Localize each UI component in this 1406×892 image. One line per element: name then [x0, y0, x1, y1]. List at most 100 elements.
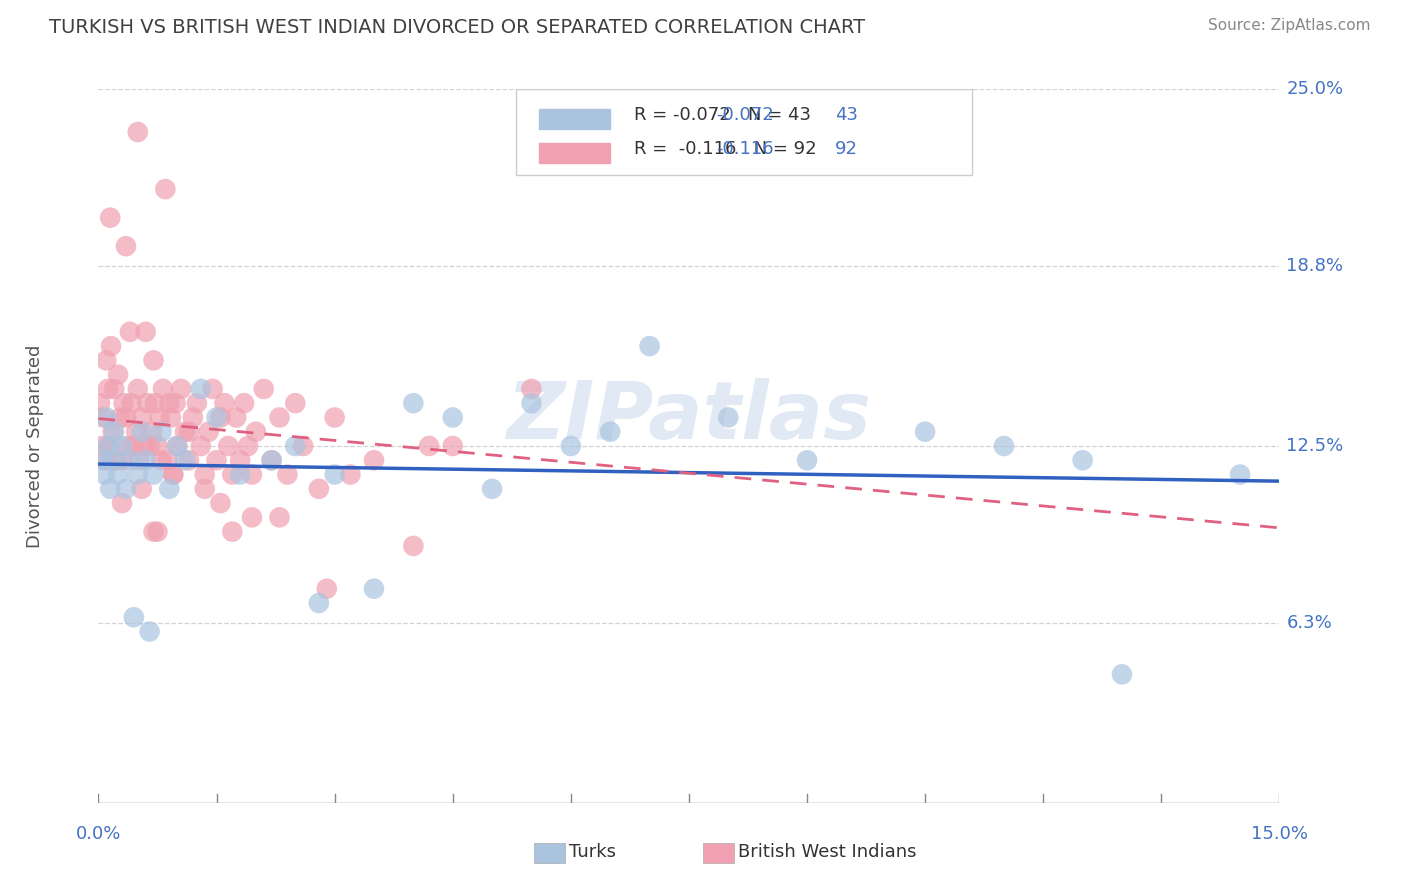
Point	[260, 453, 283, 467]
Point	[269, 410, 291, 425]
Point	[90, 439, 112, 453]
Point	[131, 482, 153, 496]
Point	[214, 396, 236, 410]
Point	[98, 439, 121, 453]
Point	[174, 425, 197, 439]
Point	[104, 453, 127, 467]
Point	[225, 410, 247, 425]
Point	[157, 396, 180, 410]
Point	[209, 496, 232, 510]
Point	[194, 467, 217, 482]
Point	[111, 453, 134, 467]
Point	[91, 410, 114, 425]
Text: TURKISH VS BRITISH WEST INDIAN DIVORCED OR SEPARATED CORRELATION CHART: TURKISH VS BRITISH WEST INDIAN DIVORCED …	[49, 18, 865, 37]
Point	[993, 439, 1015, 453]
Text: Divorced or Separated: Divorced or Separated	[27, 344, 44, 548]
Point	[150, 425, 173, 439]
Point	[796, 453, 818, 467]
Point	[276, 467, 298, 482]
Point	[115, 482, 138, 496]
Bar	[516, 89, 973, 175]
Point	[177, 425, 200, 439]
Point	[205, 453, 228, 467]
Point	[141, 425, 163, 439]
Point	[117, 439, 139, 453]
Point	[221, 467, 243, 482]
Point	[560, 439, 582, 453]
Point	[156, 453, 179, 467]
Point	[97, 439, 120, 453]
Point	[115, 239, 138, 253]
Point	[323, 467, 346, 482]
Point	[308, 482, 330, 496]
Point	[190, 382, 212, 396]
Point	[236, 439, 259, 453]
Point	[98, 211, 121, 225]
Point	[146, 439, 169, 453]
Point	[111, 439, 134, 453]
Point	[103, 425, 125, 439]
Point	[152, 382, 174, 396]
Point	[155, 182, 177, 196]
Point	[315, 582, 337, 596]
Text: R = -0.072   N = 43: R = -0.072 N = 43	[634, 106, 811, 124]
Point	[441, 439, 464, 453]
Point	[209, 410, 232, 425]
Text: Source: ZipAtlas.com: Source: ZipAtlas.com	[1208, 18, 1371, 33]
Point	[150, 453, 173, 467]
Point	[418, 439, 440, 453]
Text: British West Indians: British West Indians	[738, 843, 917, 861]
Point	[402, 539, 425, 553]
Point	[240, 467, 263, 482]
Point	[107, 467, 129, 482]
Point	[127, 382, 149, 396]
Text: 25.0%: 25.0%	[1286, 80, 1344, 98]
Point	[339, 467, 361, 482]
Point	[127, 125, 149, 139]
Point	[93, 467, 115, 482]
Point	[96, 353, 118, 368]
Point	[363, 453, 385, 467]
Point	[197, 425, 219, 439]
Point	[240, 510, 263, 524]
Point	[107, 368, 129, 382]
Point	[162, 467, 184, 482]
Text: 43: 43	[835, 106, 858, 124]
Point	[122, 439, 145, 453]
Point	[98, 482, 121, 496]
Point	[205, 410, 228, 425]
Point	[142, 524, 165, 539]
Point	[149, 410, 172, 425]
Point	[260, 453, 283, 467]
Point	[520, 382, 543, 396]
Point	[118, 325, 141, 339]
Point	[160, 410, 183, 425]
Point	[441, 410, 464, 425]
Point	[138, 439, 160, 453]
Text: -0.116: -0.116	[717, 140, 775, 158]
Point	[91, 453, 114, 467]
Text: ZIPatlas: ZIPatlas	[506, 378, 872, 457]
Point	[1229, 467, 1251, 482]
Point	[143, 396, 166, 410]
Point	[162, 467, 184, 482]
Point	[89, 396, 111, 410]
Bar	[540, 144, 610, 163]
Point	[142, 467, 165, 482]
Point	[138, 624, 160, 639]
Point	[253, 382, 276, 396]
Point	[481, 482, 503, 496]
Text: R =  -0.116   N = 92: R = -0.116 N = 92	[634, 140, 817, 158]
Point	[174, 453, 197, 467]
Point	[135, 325, 157, 339]
Point	[308, 596, 330, 610]
Point	[245, 425, 267, 439]
Text: 12.5%: 12.5%	[1286, 437, 1344, 455]
Point	[201, 382, 224, 396]
Point	[115, 410, 138, 425]
Point	[101, 425, 124, 439]
Point	[292, 439, 315, 453]
Point	[599, 425, 621, 439]
Point	[96, 410, 118, 425]
Point	[125, 425, 148, 439]
